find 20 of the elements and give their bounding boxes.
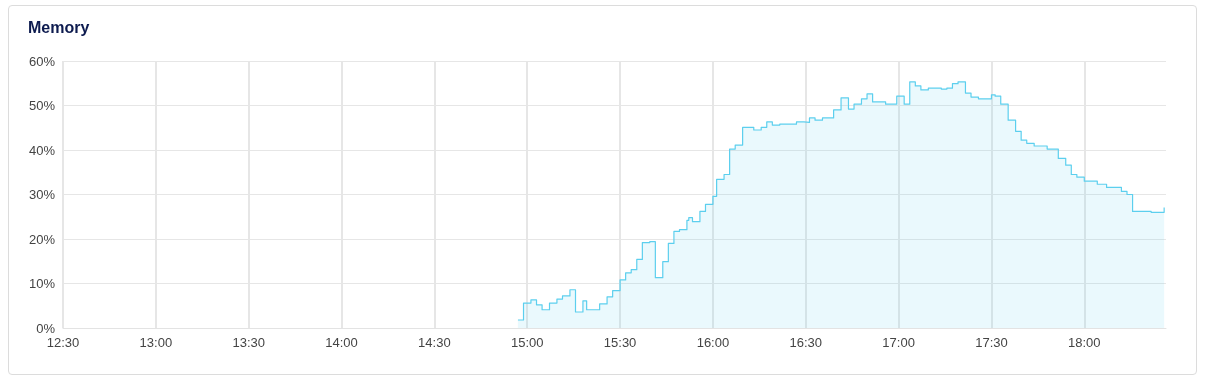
x-tick-label: 17:30 [975, 335, 1008, 350]
x-tick-label: 13:00 [139, 335, 173, 350]
x-tick-label: 16:00 [696, 335, 730, 350]
x-tick-label: 17:00 [882, 335, 915, 350]
y-tick-label: 30% [28, 187, 56, 202]
x-tick-label: 14:30 [418, 335, 451, 350]
y-tick-label: 20% [28, 231, 56, 247]
x-tick-label: 14:00 [325, 335, 358, 350]
chart-title: Memory [28, 18, 90, 36]
x-tick-label: 12:30 [46, 335, 80, 350]
x-tick-label: 16:30 [789, 335, 823, 350]
x-tick-label: 15:30 [603, 335, 637, 350]
y-tick-label: 40% [28, 142, 56, 158]
y-tick-label: 10% [28, 276, 56, 291]
x-tick-label: 13:30 [232, 335, 265, 350]
x-tick-label: 18:00 [1068, 335, 1101, 350]
y-tick-label: 50% [28, 98, 56, 113]
y-tick-label: 0% [36, 320, 56, 336]
y-tick-label: 60% [28, 53, 56, 69]
x-tick-label: 15:00 [510, 335, 544, 350]
